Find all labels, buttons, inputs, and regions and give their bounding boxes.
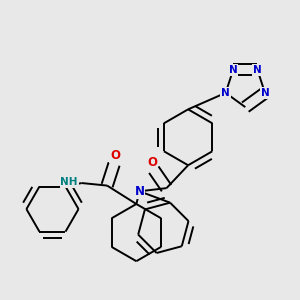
Text: NH: NH bbox=[60, 177, 78, 187]
Text: N: N bbox=[261, 88, 269, 98]
Text: O: O bbox=[147, 156, 157, 169]
Text: O: O bbox=[110, 149, 120, 162]
Text: N: N bbox=[134, 185, 145, 198]
Text: N: N bbox=[253, 65, 262, 75]
Text: N: N bbox=[229, 65, 238, 75]
Text: N: N bbox=[221, 88, 230, 98]
